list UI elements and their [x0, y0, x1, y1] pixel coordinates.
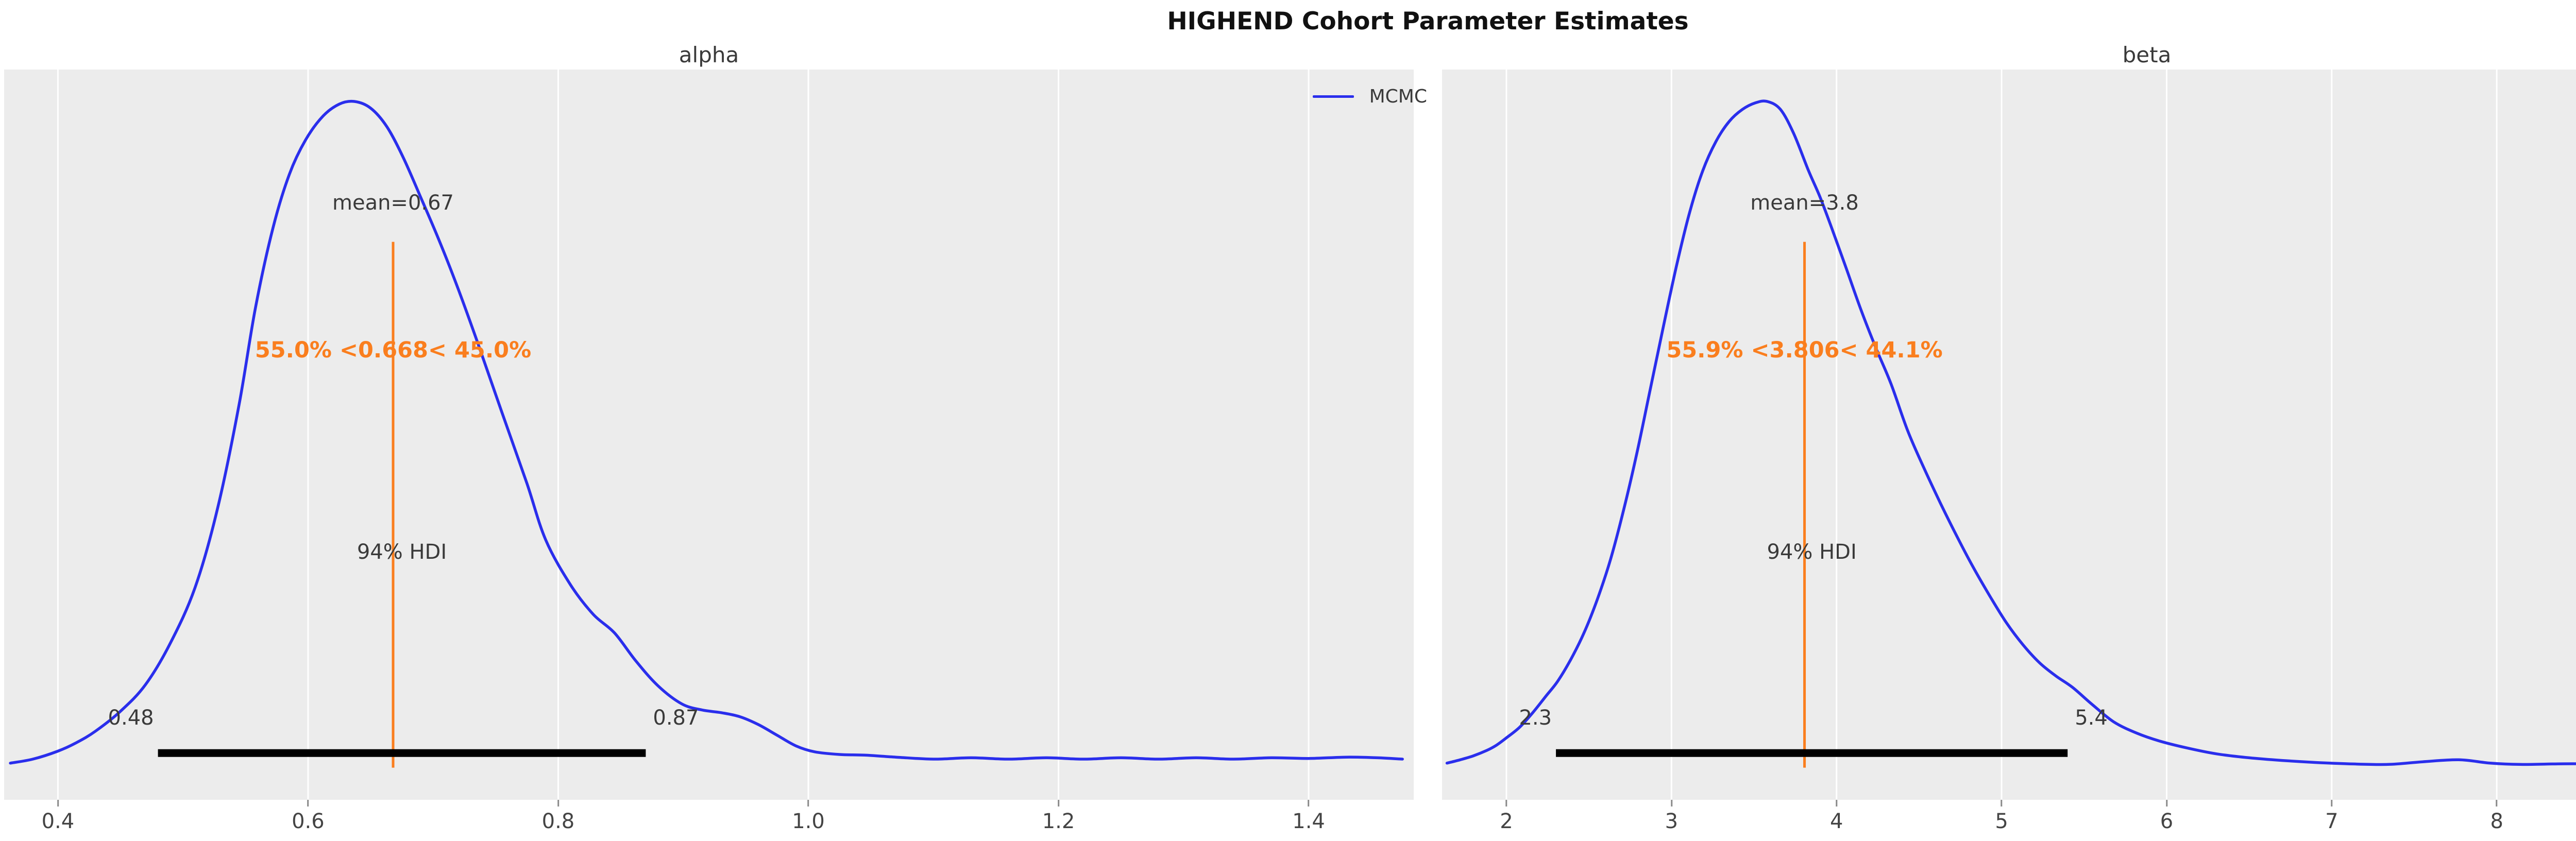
x-axis-alpha: 0.4 0.6 0.8 1.0 1.2 1.4: [4, 800, 1414, 841]
x-tick: 1.2: [1042, 800, 1075, 833]
x-tick: 0.8: [541, 800, 575, 833]
legend-label: MCMC: [1369, 86, 1427, 107]
mean-annotation: mean=3.8: [1750, 191, 1859, 215]
x-tick-label: 0.4: [41, 810, 75, 833]
x-tick-label: 0.6: [292, 810, 325, 833]
kde-curve: [1445, 99, 2576, 766]
x-tick: 6: [2160, 800, 2173, 833]
subplot-title-beta: beta: [2122, 42, 2172, 67]
hdi-upper-label: 0.87: [653, 706, 699, 730]
tick-mark: [1308, 800, 1310, 806]
mcmc-line-icon: [1312, 95, 1354, 98]
kde-plot-svg: [1445, 70, 2576, 800]
x-tick: 7: [2325, 800, 2338, 833]
x-tick-label: 4: [1829, 810, 1843, 833]
tick-mark: [1670, 800, 1672, 806]
x-tick: 0.6: [292, 800, 325, 833]
tick-mark: [307, 800, 309, 806]
hdi-lower-label: 2.3: [1519, 706, 1552, 730]
x-tick: 8: [2490, 800, 2503, 833]
x-tick: 3: [1665, 800, 1678, 833]
interval-annotation: 55.9% <3.806< 44.1%: [1666, 337, 1943, 363]
interval-annotation: 55.0% <0.668< 45.0%: [255, 337, 532, 363]
tick-mark: [1836, 800, 1838, 806]
subplot-beta: beta mean=3.8 55.9% <3.806< 44.1% 94% HD…: [1442, 0, 2576, 841]
x-tick-label: 1.0: [792, 810, 825, 833]
tick-mark: [2001, 800, 2003, 806]
x-tick-label: 1.2: [1042, 810, 1075, 833]
hdi-annotation: 94% HDI: [1767, 540, 1857, 564]
tick-mark: [2496, 800, 2498, 806]
x-tick: 0.4: [41, 800, 75, 833]
tick-mark: [2331, 800, 2333, 806]
x-tick: 2: [1500, 800, 1513, 833]
legend: MCMC: [1312, 86, 1427, 107]
x-tick: 4: [1830, 800, 1843, 833]
x-tick: 1.0: [792, 800, 825, 833]
x-tick-label: 6: [2160, 810, 2174, 833]
x-tick-label: 8: [2490, 810, 2503, 833]
hdi-lower-label: 0.48: [108, 706, 154, 730]
tick-mark: [807, 800, 809, 806]
hdi-upper-label: 5.4: [2075, 706, 2108, 730]
axes-area-beta: mean=3.8 55.9% <3.806< 44.1% 94% HDI 2.3…: [1442, 70, 2576, 800]
x-tick: 1.4: [1292, 800, 1325, 833]
tick-mark: [2165, 800, 2167, 806]
x-tick-label: 3: [1665, 810, 1679, 833]
x-axis-beta: 2345678910: [1442, 800, 2576, 841]
x-tick: 5: [1995, 800, 2008, 833]
subplot-title-alpha: alpha: [679, 42, 739, 67]
x-tick-label: 7: [2325, 810, 2338, 833]
mean-annotation: mean=0.67: [332, 191, 454, 215]
x-tick-label: 2: [1500, 810, 1513, 833]
x-tick-label: 1.4: [1292, 810, 1325, 833]
kde-plot-svg: [9, 70, 1404, 800]
page-title: HIGHEND Cohort Parameter Estimates: [1167, 7, 1689, 36]
tick-mark: [1505, 800, 1507, 806]
x-tick-label: 0.8: [541, 810, 575, 833]
hdi-annotation: 94% HDI: [357, 540, 447, 564]
subplot-alpha: alpha mean=0.67 55.0% <0.668< 45.0% 94% …: [4, 0, 1427, 841]
tick-mark: [1058, 800, 1060, 806]
x-tick-label: 5: [1995, 810, 2008, 833]
tick-mark: [557, 800, 559, 806]
axes-area-alpha: mean=0.67 55.0% <0.668< 45.0% 94% HDI 0.…: [4, 70, 1427, 800]
tick-mark: [57, 800, 59, 806]
kde-curve: [9, 99, 1404, 765]
